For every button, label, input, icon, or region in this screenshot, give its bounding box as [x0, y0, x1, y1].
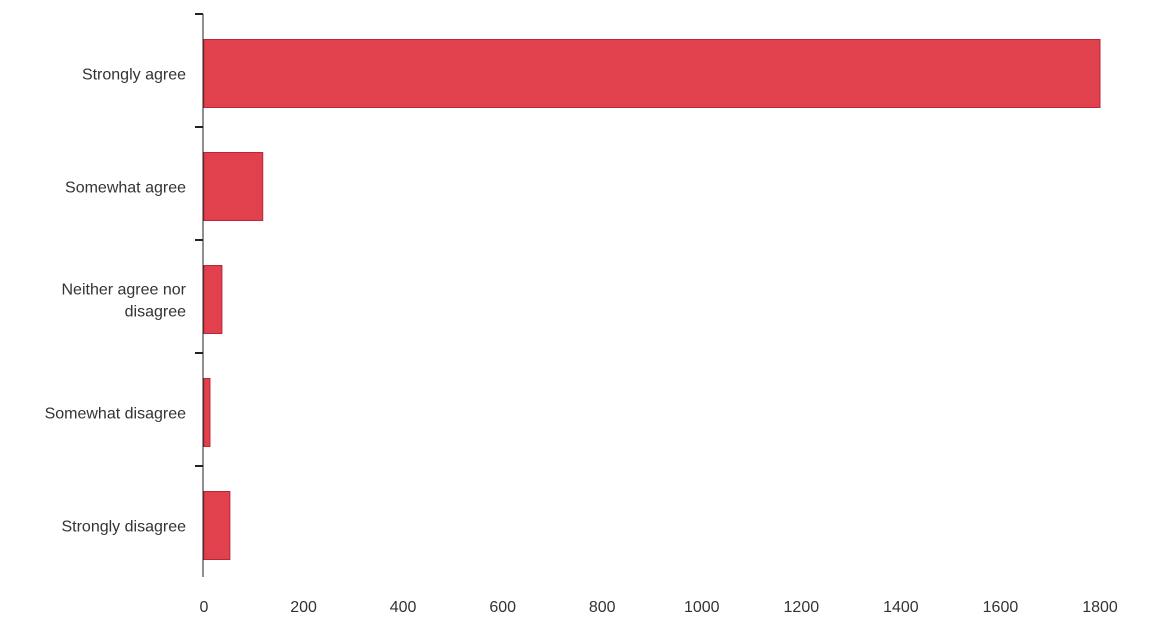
bar-somewhat-agree — [203, 152, 264, 221]
category-label: Somewhat disagree — [45, 406, 187, 423]
bar-strongly-disagree — [203, 491, 231, 560]
bar-somewhat-disagree — [203, 378, 211, 447]
axes-group — [195, 13, 204, 577]
category-labels-group: Strongly agree Somewhat agree Neither agre… — [45, 67, 187, 536]
category-label: Neither agree nor — [61, 282, 186, 299]
x-tick-label: 1000 — [684, 599, 720, 616]
x-tick-label: 600 — [489, 599, 516, 616]
bars-group — [203, 39, 1101, 560]
category-label: Strongly agree — [82, 67, 186, 84]
x-tick-label: 1600 — [983, 599, 1019, 616]
x-tick-label: 0 — [200, 599, 209, 616]
x-tick-label: 1200 — [784, 599, 820, 616]
x-tick-label: 800 — [589, 599, 616, 616]
category-label: Somewhat agree — [65, 180, 186, 197]
bar-neither-agree-nor-disagree — [203, 265, 223, 334]
x-tick-label: 1800 — [1082, 599, 1118, 616]
bar-strongly-agree — [203, 39, 1101, 108]
category-label: Strongly disagree — [61, 519, 186, 536]
x-tick-labels-group: 0 200 400 600 800 1000 1200 1400 1600 1800 — [200, 599, 1118, 616]
x-tick-label: 1400 — [883, 599, 919, 616]
category-label: disagree — [125, 304, 186, 321]
x-tick-label: 400 — [390, 599, 417, 616]
x-tick-label: 200 — [290, 599, 317, 616]
